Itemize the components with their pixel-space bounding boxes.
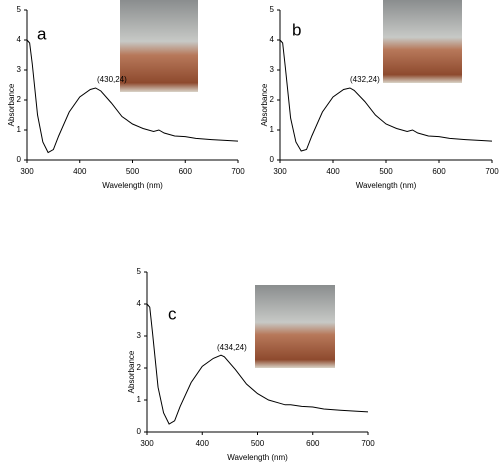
y-tick-label: 2 xyxy=(17,95,22,104)
x-tick-label: 700 xyxy=(361,439,375,448)
panel-label: a xyxy=(37,24,47,43)
x-tick-label: 300 xyxy=(20,167,34,176)
y-axis-label: Absorbance xyxy=(7,83,16,126)
x-tick-label: 500 xyxy=(251,439,265,448)
x-tick-label: 600 xyxy=(306,439,320,448)
peak-annotation: (434,24) xyxy=(217,343,247,352)
y-tick-label: 0 xyxy=(17,155,22,164)
y-axis-label: Absorbance xyxy=(127,350,136,393)
y-tick-label: 4 xyxy=(270,35,275,44)
x-tick-label: 400 xyxy=(196,439,210,448)
y-tick-label: 3 xyxy=(17,65,22,74)
x-tick-label: 500 xyxy=(126,167,140,176)
y-tick-label: 1 xyxy=(17,125,22,134)
inset-photo xyxy=(383,0,462,83)
peak-annotation: (432,24) xyxy=(350,75,380,84)
y-tick-label: 2 xyxy=(270,95,275,104)
x-tick-label: 700 xyxy=(485,167,499,176)
spectrum-line xyxy=(279,39,493,152)
panel-label: c xyxy=(168,304,177,323)
y-tick-label: 4 xyxy=(137,299,142,308)
y-tick-label: 5 xyxy=(270,5,275,14)
spectrum-line xyxy=(26,39,239,154)
x-tick-label: 600 xyxy=(179,167,193,176)
y-tick-label: 0 xyxy=(137,427,142,436)
y-tick-label: 2 xyxy=(137,363,142,372)
peak-annotation: (430,24) xyxy=(97,75,127,84)
x-axis-label: Wavelength (nm) xyxy=(227,453,288,462)
x-axis-label: Wavelength (nm) xyxy=(356,181,417,190)
y-tick-label: 5 xyxy=(137,267,142,276)
inset-photo xyxy=(255,285,335,368)
y-tick-label: 5 xyxy=(17,5,22,14)
inset-photo xyxy=(120,0,198,92)
y-tick-label: 3 xyxy=(270,65,275,74)
x-axis-label: Wavelength (nm) xyxy=(102,181,163,190)
y-tick-label: 1 xyxy=(137,395,142,404)
y-tick-label: 4 xyxy=(17,35,22,44)
y-tick-label: 1 xyxy=(270,125,275,134)
x-tick-label: 300 xyxy=(140,439,154,448)
x-tick-label: 700 xyxy=(231,167,245,176)
y-axis-label: Absorbance xyxy=(260,83,269,126)
x-tick-label: 300 xyxy=(273,167,287,176)
spectrum-line xyxy=(146,303,369,425)
panel-label: b xyxy=(292,20,301,39)
x-tick-label: 500 xyxy=(379,167,393,176)
x-tick-label: 600 xyxy=(432,167,446,176)
x-tick-label: 400 xyxy=(326,167,340,176)
x-tick-label: 400 xyxy=(73,167,87,176)
y-tick-label: 0 xyxy=(270,155,275,164)
y-tick-label: 3 xyxy=(137,331,142,340)
